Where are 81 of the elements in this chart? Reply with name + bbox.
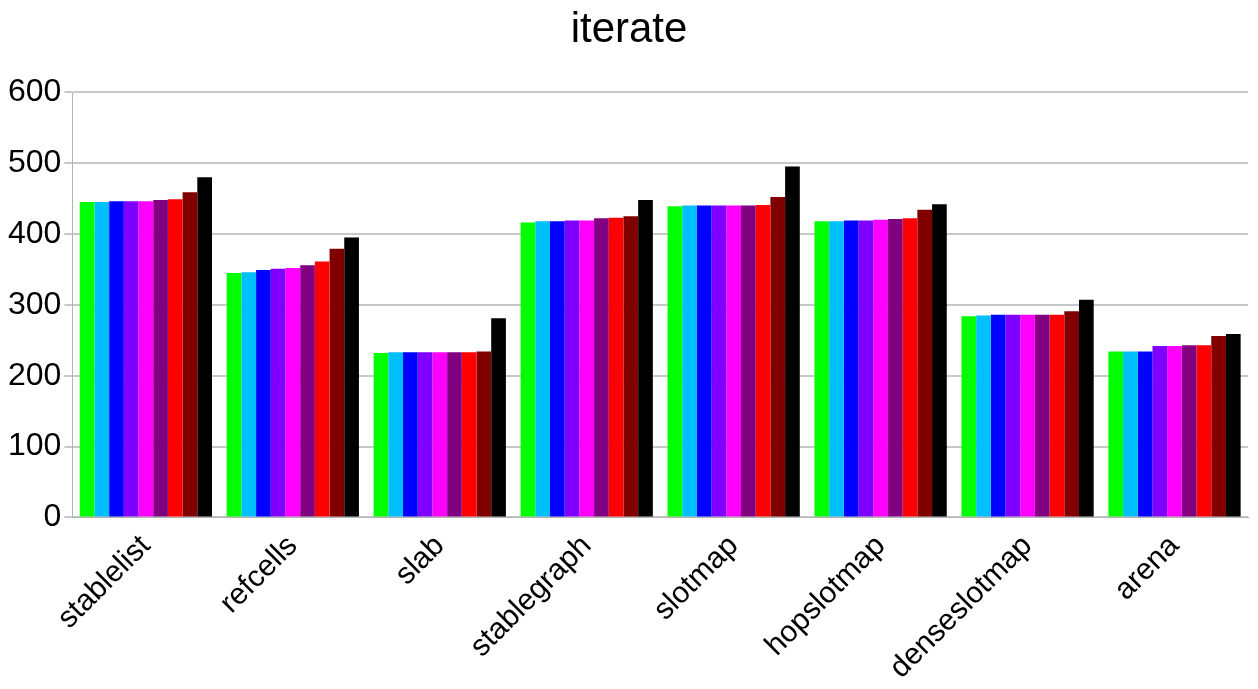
bar xyxy=(932,204,947,517)
y-tick-label: 600 xyxy=(8,72,62,109)
bar xyxy=(1108,351,1124,517)
bar xyxy=(167,199,183,517)
bar xyxy=(579,220,595,517)
bar xyxy=(476,351,492,517)
x-tick-label: slab xyxy=(387,527,450,591)
bar xyxy=(1064,311,1080,517)
bar xyxy=(770,197,786,517)
bar xyxy=(755,204,771,517)
bar xyxy=(858,220,874,517)
bar xyxy=(417,352,433,517)
bar xyxy=(153,199,168,517)
bar xyxy=(94,202,110,517)
bar xyxy=(123,201,139,517)
bar xyxy=(1079,299,1094,517)
bar xyxy=(432,352,448,517)
bar xyxy=(344,237,359,517)
bar xyxy=(990,314,1006,517)
bar xyxy=(887,219,903,517)
y-tick-label: 400 xyxy=(8,213,62,250)
bar xyxy=(535,221,550,517)
bar xyxy=(917,209,933,517)
bar xyxy=(182,192,198,517)
bar xyxy=(1137,351,1153,517)
bar xyxy=(1005,314,1021,517)
bar xyxy=(814,221,830,517)
bar xyxy=(976,315,991,517)
bar xyxy=(667,206,683,517)
bar xyxy=(109,201,124,517)
bar xyxy=(1181,345,1197,517)
bar xyxy=(314,261,330,517)
y-tick-label: 200 xyxy=(8,355,62,392)
bar xyxy=(564,220,580,517)
bar xyxy=(1196,345,1212,517)
y-tick-label: 300 xyxy=(8,284,62,321)
bar xyxy=(79,202,95,517)
bar xyxy=(1225,333,1241,517)
bar xyxy=(711,205,727,517)
bar xyxy=(726,205,742,517)
bar xyxy=(873,219,888,517)
bar xyxy=(1152,345,1168,517)
bar xyxy=(682,205,697,517)
bar xyxy=(461,352,477,517)
bar xyxy=(403,352,418,517)
bar xyxy=(594,218,609,517)
bar xyxy=(373,353,389,517)
bar xyxy=(270,268,286,517)
bar xyxy=(329,248,345,517)
y-tick-label: 100 xyxy=(8,426,62,463)
bar xyxy=(638,199,653,517)
bar xyxy=(623,216,639,517)
bar xyxy=(549,221,565,517)
bar xyxy=(197,177,212,517)
bar xyxy=(241,272,257,517)
chart-title: iterate xyxy=(569,4,689,52)
bar xyxy=(843,220,859,517)
bar xyxy=(741,205,756,517)
bar xyxy=(388,352,404,517)
bar xyxy=(1123,351,1138,517)
bar xyxy=(608,217,624,517)
bar xyxy=(256,270,271,517)
bar xyxy=(300,265,315,517)
bar xyxy=(696,205,712,517)
bar xyxy=(285,267,301,517)
bar xyxy=(520,222,536,517)
bar xyxy=(447,352,462,517)
y-tick-label: 500 xyxy=(8,142,62,179)
bar xyxy=(1211,336,1226,517)
bar xyxy=(829,221,844,517)
bar xyxy=(1034,314,1050,517)
bar xyxy=(1049,314,1065,517)
bar xyxy=(902,218,918,517)
y-tick-label: 0 xyxy=(43,497,62,534)
bar xyxy=(1167,345,1182,517)
bar xyxy=(785,166,800,517)
bar xyxy=(961,316,977,517)
bar xyxy=(491,318,506,517)
bar xyxy=(226,272,242,517)
bar xyxy=(1020,314,1035,517)
bar xyxy=(138,201,154,517)
